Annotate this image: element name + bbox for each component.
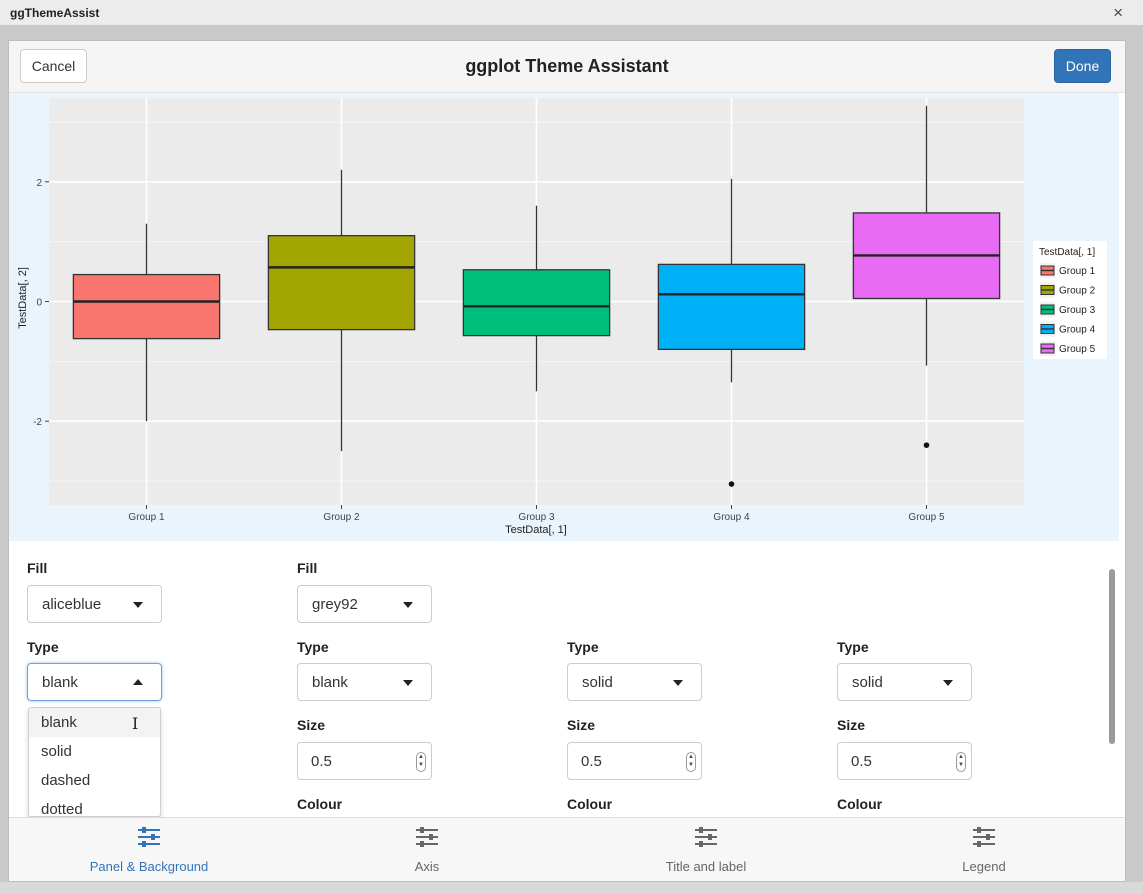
x-tick-label: Group 5 [908,512,945,523]
boxplot-chart: TestData[, 2] TestData[, 1] -2 0 2 Group 1 G… [17,98,1107,536]
grid-major-type-value: solid [582,673,613,691]
fill-label: Fill [27,560,48,576]
dialog: Cancel ggplot Theme Assistant Done TestD… [8,40,1126,882]
scrollbar[interactable] [1109,569,1115,744]
chevron-down-icon [943,680,953,686]
tab-label: Axis [414,859,440,874]
legend-entry-label: Group 3 [1059,305,1096,316]
tab-label: Title and label [665,859,747,874]
sliders-icon [416,827,438,847]
box-group-1 [72,273,221,340]
grid-minor-type-select[interactable]: solid [837,663,972,701]
x-tick-label: Group 1 [128,512,165,523]
chevron-up-icon [133,679,143,685]
panel-size-input[interactable]: 0.5 ▲ ▼ [297,742,432,780]
grid-major-size-value: 0.5 [581,752,602,770]
legend-title: TestData[, 1] [1039,247,1095,258]
legend-entry-label: Group 5 [1059,344,1096,355]
grid-minor-size-input[interactable]: 0.5 ▲ ▼ [837,742,972,780]
tab-bar: Panel & Background Axis Title and label … [9,817,1125,881]
window-title: ggThemeAssist [10,6,100,20]
y-tick-label: 0 [36,298,42,309]
chart-boxes [72,105,1001,487]
panel-colour-label: Colour [297,796,343,812]
text-cursor-icon: I [132,714,139,733]
tab-legend[interactable]: Legend [844,818,1124,881]
grid-minor-size-label: Size [837,717,866,733]
x-tick-label: Group 3 [518,512,555,523]
panel-fill-value: grey92 [312,595,358,613]
panel-type-select[interactable]: blank [297,663,432,701]
grid-major-colour-label: Colour [567,796,613,812]
legend-background [1033,241,1107,359]
x-tick-label: Group 4 [713,512,750,523]
done-button[interactable]: Done [1054,49,1111,83]
plot-border-type-select[interactable]: blank [27,663,162,701]
sliders-icon [695,827,717,847]
box-group-3 [462,269,611,337]
x-tick-label: Group 2 [323,512,360,523]
dropdown-option-solid[interactable]: solid [41,743,72,760]
chart-axes: TestData[, 2] TestData[, 1] -2 0 2 Group 1 G… [17,178,945,536]
stepper-icon[interactable]: ▲ ▼ [956,752,966,772]
dialog-header: Cancel ggplot Theme Assistant Done [9,41,1125,93]
chevron-down-icon [673,680,683,686]
tab-title-and-label[interactable]: Title and label [566,818,846,881]
outlier-point [728,481,735,487]
plot-fill-select[interactable]: aliceblue [27,585,162,623]
type-label: Type [27,639,59,655]
y-axis-label: TestData[, 2] [17,267,29,329]
cancel-button[interactable]: Cancel [20,49,87,83]
outlier-point [923,442,930,448]
grid-minor-type-label: Type [837,639,869,655]
plot-preview: TestData[, 2] TestData[, 1] -2 0 2 Group 1 G… [9,93,1119,541]
grid-major-size-label: Size [567,717,596,733]
legend-entry-label: Group 2 [1059,286,1096,297]
panel-type-label: Type [297,639,329,655]
y-tick-label: -2 [33,417,42,428]
background-strip [0,882,1143,894]
grid-major-size-input[interactable]: 0.5 ▲ ▼ [567,742,702,780]
plot-border-type-value: blank [42,673,78,691]
window-titlebar: ggThemeAssist × [0,0,1143,26]
legend-entry-label: Group 4 [1059,325,1096,336]
sliders-icon [138,827,160,847]
dropdown-option-blank[interactable]: blank [29,708,160,737]
close-icon[interactable]: × [1113,3,1123,22]
panel-fill-label: Fill [297,560,318,576]
tab-label: Panel & Background [89,859,209,874]
panel-fill-select[interactable]: grey92 [297,585,432,623]
chart-legend: TestData[, 1] Group 1 Group 2 Group 3 Group… [1033,241,1107,359]
plot-fill-value: aliceblue [42,595,102,613]
chevron-down-icon [133,602,143,608]
legend-entry-label: Group 1 [1059,266,1096,277]
tab-panel-background[interactable]: Panel & Background [9,818,289,881]
dropdown-option-dotted[interactable]: dotted [41,801,83,817]
type-dropdown-menu: blank solid dashed dotted I [28,707,161,817]
sliders-icon [973,827,995,847]
dropdown-option-dashed[interactable]: dashed [41,772,91,789]
box-group-2 [267,235,416,331]
stepper-icon[interactable]: ▲ ▼ [686,752,696,772]
tab-axis[interactable]: Axis [287,818,567,881]
grid-major-type-select[interactable]: solid [567,663,702,701]
panel-size-label: Size [297,717,326,733]
stepper-icon[interactable]: ▲ ▼ [416,752,426,772]
theme-controls: Fill aliceblue Type blank blank solid da… [9,541,1109,817]
y-tick-label: 2 [36,178,42,189]
chevron-down-icon [403,602,413,608]
tab-label: Legend [962,859,1006,874]
grid-minor-size-value: 0.5 [851,752,872,770]
grid-minor-colour-label: Colour [837,796,883,812]
page-title: ggplot Theme Assistant [465,56,669,76]
panel-type-value: blank [312,673,348,691]
chevron-down-icon [403,680,413,686]
grid-minor-type-value: solid [852,673,883,691]
grid-major-type-label: Type [567,639,599,655]
box-group-4 [657,263,806,351]
x-axis-label: TestData[, 1] [505,524,567,536]
panel-size-value: 0.5 [311,752,332,770]
